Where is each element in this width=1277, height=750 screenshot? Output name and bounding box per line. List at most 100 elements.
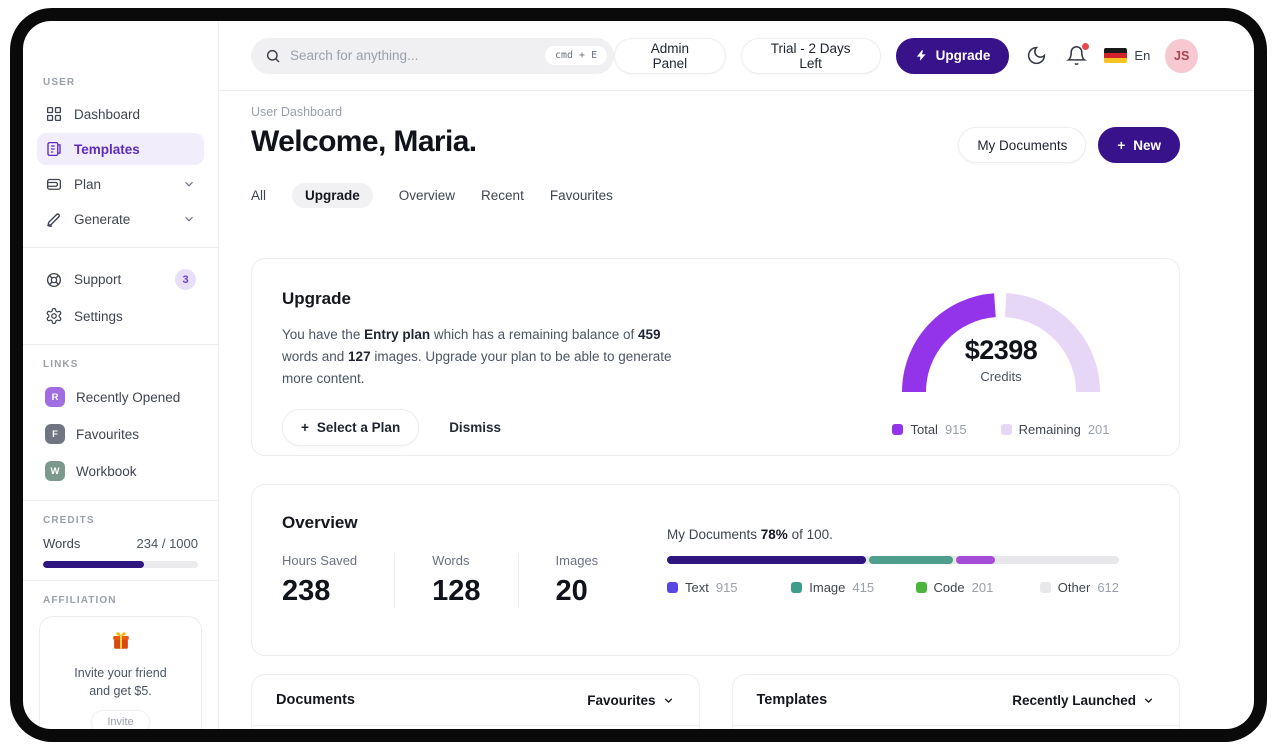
legend-item-remaining: Remaining 201: [1000, 422, 1110, 437]
trial-days-left-button[interactable]: Trial - 2 Days Left: [740, 37, 881, 74]
search-shortcut-hint: cmd + E: [544, 46, 608, 65]
sidebar-item-settings[interactable]: Settings: [37, 300, 204, 332]
templates-filter-dropdown[interactable]: Recently Launched: [1012, 693, 1155, 708]
search-icon: [266, 49, 280, 63]
title-row: Welcome, Maria. My Documents + New: [251, 119, 1180, 163]
stat-hours-saved: Hours Saved 238: [282, 553, 394, 608]
stat-value: 128: [432, 575, 481, 607]
new-button[interactable]: + New: [1098, 127, 1180, 163]
legend-swatch: [791, 582, 803, 593]
app-window: USER Dashboard Templates Plan Generate S…: [23, 21, 1254, 729]
plan-wallet-icon: [46, 178, 62, 190]
sidebar-link-label: Recently Opened: [76, 389, 181, 405]
tab-overview[interactable]: Overview: [398, 188, 456, 203]
select-plan-button[interactable]: + Select a Plan: [282, 408, 420, 446]
main-area: cmd + E Admin Panel Trial - 2 Days Left …: [219, 21, 1254, 729]
sidebar-item-label: Plan: [74, 176, 102, 192]
bell-icon: [1066, 46, 1088, 66]
sidebar-item-generate[interactable]: Generate: [37, 203, 204, 235]
documents-filter-dropdown[interactable]: Favourites: [587, 693, 674, 708]
legend-value: 415: [852, 580, 875, 595]
my-documents-button[interactable]: My Documents: [958, 127, 1087, 163]
topbar: cmd + E Admin Panel Trial - 2 Days Left …: [219, 21, 1254, 91]
sidebar-item-templates[interactable]: Templates: [37, 133, 204, 165]
chevron-down-icon: [664, 697, 672, 703]
sidebar-section-affiliation: AFFILIATION: [43, 595, 117, 606]
upgrade-card: Upgrade You have the Entry plan which ha…: [251, 258, 1180, 456]
sidebar-item-dashboard[interactable]: Dashboard: [37, 98, 204, 130]
sidebar-section-user: USER: [43, 77, 76, 88]
legend-swatch: [915, 582, 927, 593]
generate-pencil-icon: [47, 213, 60, 227]
legend-swatch: [1039, 582, 1051, 593]
tab-all[interactable]: All: [251, 188, 267, 203]
legend-label: Total: [910, 422, 938, 437]
user-avatar[interactable]: JS: [1165, 38, 1198, 73]
plus-icon: +: [1117, 137, 1126, 153]
invite-button[interactable]: Invite: [91, 710, 150, 729]
template-row[interactable]: Blog Post Title in Workbook: [733, 726, 1180, 729]
admin-panel-button[interactable]: Admin Panel: [614, 37, 726, 74]
sidebar-item-label: Generate: [74, 211, 131, 227]
legend-label: Text: [685, 580, 709, 595]
support-count-badge: 3: [175, 269, 196, 290]
stat-value: 238: [282, 575, 331, 607]
device-frame: USER Dashboard Templates Plan Generate S…: [10, 8, 1267, 742]
card-divider: [252, 725, 699, 726]
legend-value: 915: [944, 422, 967, 437]
bottom-cards-row: Documents Favourites Untitled Document i…: [251, 674, 1180, 729]
legend-label: Other: [1057, 580, 1091, 595]
body-bold: 459: [637, 327, 661, 342]
documents-card-header: Documents Favourites: [252, 675, 699, 725]
templates-card-header: Templates Recently Launched: [733, 675, 1180, 725]
legend-item-image: Image 415: [791, 580, 915, 595]
templates-filter-label: Recently Launched: [1012, 692, 1136, 708]
search-input[interactable]: [290, 48, 536, 63]
language-label: En: [1134, 48, 1151, 63]
body-text: which has a remaining balance of: [430, 327, 638, 342]
dismiss-button[interactable]: Dismiss: [449, 419, 501, 435]
documents-progress-label: My Documents 78% of 100.: [667, 527, 1119, 542]
document-row[interactable]: Untitled Document in Workbook: [252, 726, 699, 729]
link-badge-f: F: [45, 424, 65, 444]
templates-card-title: Templates: [756, 692, 828, 708]
progress-percent: 78%: [760, 527, 788, 542]
sidebar-link-workbook[interactable]: W Workbook: [37, 454, 204, 488]
gauge-box: $2398 Credits: [887, 283, 1115, 410]
page-title: Welcome, Maria.: [251, 125, 477, 158]
legend-swatch: [1000, 424, 1012, 435]
sidebar-item-label: Dashboard: [74, 106, 141, 122]
dark-mode-toggle[interactable]: [1024, 43, 1049, 68]
card-divider: [732, 725, 1179, 726]
documents-filter-label: Favourites: [587, 692, 656, 708]
legend-value: 915: [715, 580, 738, 595]
sidebar-divider: [23, 580, 218, 581]
dashboard-grid-icon: [46, 106, 62, 122]
page-content: User Dashboard Welcome, Maria. My Docume…: [219, 91, 1254, 729]
legend-swatch: [892, 424, 904, 435]
plus-icon: +: [301, 419, 309, 435]
sidebar-link-favourites[interactable]: F Favourites: [37, 417, 204, 451]
legend-item-total: Total 915: [892, 422, 967, 437]
legend-swatch: [667, 582, 678, 593]
stat-label: Images: [555, 553, 599, 568]
half-donut-chart: [902, 293, 1100, 393]
gift-icon: [112, 632, 129, 649]
affiliation-card: Invite your friend and get $5. Invite: [39, 616, 202, 729]
credits-value: 234 / 1000: [136, 536, 198, 551]
breadcrumb: User Dashboard: [251, 105, 343, 119]
gauge-caption: Credits: [980, 369, 1022, 384]
notifications-button[interactable]: [1064, 43, 1090, 68]
tab-favourites[interactable]: Favourites: [549, 188, 613, 203]
credits-gauge: $2398 Credits Total 915 Remaining: [887, 283, 1115, 437]
sidebar-link-recently-opened[interactable]: R Recently Opened: [37, 380, 204, 414]
notification-dot: [1082, 43, 1090, 50]
upgrade-button[interactable]: Upgrade: [895, 37, 1010, 74]
language-selector[interactable]: En: [1104, 48, 1150, 63]
body-bold: Entry plan: [364, 327, 431, 342]
sidebar-divider: [23, 247, 218, 248]
sidebar-item-plan[interactable]: Plan: [37, 168, 204, 200]
tab-recent[interactable]: Recent: [481, 188, 524, 203]
sidebar-item-support[interactable]: Support 3: [37, 262, 204, 297]
tab-upgrade[interactable]: Upgrade: [292, 183, 373, 208]
